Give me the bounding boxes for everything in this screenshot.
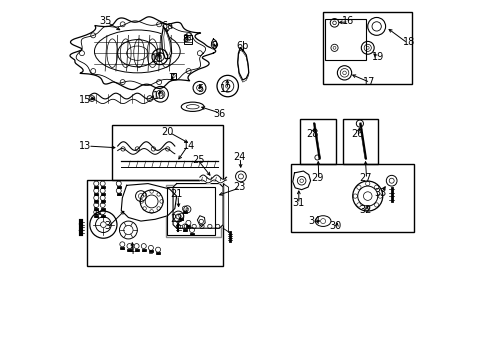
Text: 16: 16 [341,16,353,26]
Text: 33: 33 [373,188,386,198]
Text: 14: 14 [183,141,195,151]
Bar [185,39,191,42]
Polygon shape [121,184,176,221]
Text: 22: 22 [170,214,183,224]
Polygon shape [292,171,310,190]
Bar [165,185,221,237]
Text: 13: 13 [79,141,91,151]
Text: 11: 11 [150,54,163,64]
Text: 31: 31 [291,198,304,208]
Bar [184,35,192,44]
Text: 36: 36 [213,109,225,119]
Text: 18: 18 [402,37,414,48]
Text: 15: 15 [79,95,92,105]
Bar [170,73,176,79]
Text: 6b: 6b [236,41,248,51]
Text: 25: 25 [191,156,204,165]
Bar [324,19,365,60]
Polygon shape [197,216,205,226]
Text: 8: 8 [182,34,188,44]
Text: 7: 7 [168,73,174,83]
Text: 29: 29 [311,173,323,183]
Text: 6a: 6a [162,21,173,31]
Text: 4: 4 [129,247,135,256]
Text: 23: 23 [232,182,245,192]
Bar [87,180,223,266]
Text: 2: 2 [77,223,83,233]
Text: 35: 35 [99,16,111,26]
Text: 28: 28 [305,129,318,139]
Bar [323,12,411,84]
Text: 34: 34 [307,216,320,226]
Polygon shape [173,184,223,228]
Text: 17: 17 [363,77,375,87]
Text: 3: 3 [103,221,110,231]
Text: 21: 21 [170,189,183,199]
Text: 9: 9 [211,41,217,51]
Text: 24: 24 [232,152,245,162]
Bar [112,125,223,180]
Polygon shape [237,48,248,80]
Text: 1: 1 [93,207,99,217]
Text: 10: 10 [152,91,164,101]
Polygon shape [211,39,217,49]
Bar [299,119,335,164]
Text: 12: 12 [220,84,232,94]
Text: 30: 30 [329,221,341,231]
Text: 32: 32 [359,205,371,215]
Polygon shape [70,17,215,90]
Text: 19: 19 [371,52,384,62]
Polygon shape [162,26,171,59]
Text: 20: 20 [161,127,174,137]
Text: 27: 27 [359,173,371,183]
Bar [342,119,378,164]
Text: 5: 5 [196,84,203,94]
Bar [290,164,413,232]
Text: 26: 26 [350,129,363,139]
Bar [166,187,215,235]
